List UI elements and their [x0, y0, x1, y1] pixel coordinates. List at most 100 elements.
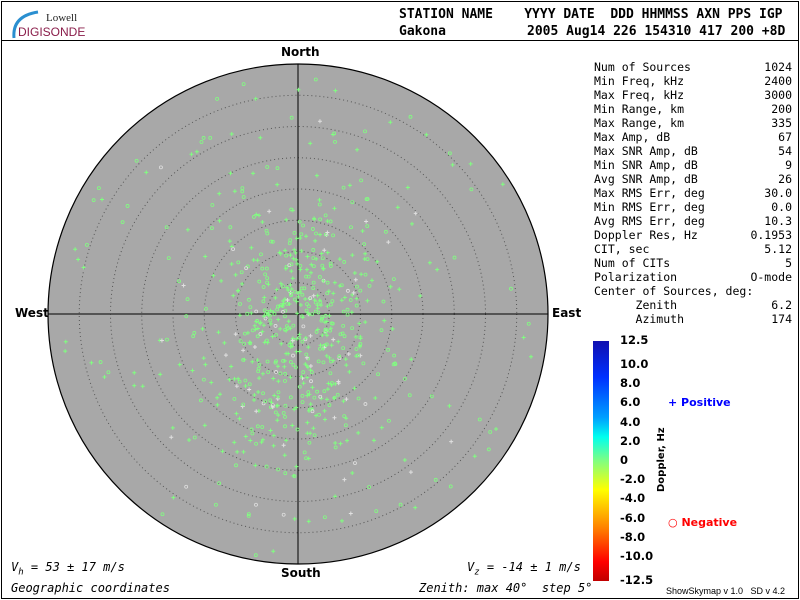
source-point-positive: [229, 131, 234, 136]
source-point-positive: [294, 299, 299, 304]
source-point-negative: [365, 224, 370, 229]
source-point-negative: [354, 347, 359, 351]
source-point-negative: [268, 398, 273, 403]
source-point-positive: [253, 327, 258, 332]
source-point-positive: [144, 170, 149, 175]
source-point-negative: [243, 378, 248, 383]
source-point-negative: [293, 289, 297, 294]
source-point-positive: [329, 382, 334, 387]
source-point-negative: [288, 360, 293, 364]
source-point-positive: [325, 250, 330, 255]
source-point-negative: [340, 331, 345, 336]
source-point-negative: [242, 341, 247, 346]
source-point-negative: [248, 305, 253, 310]
source-point-positive: [343, 357, 348, 362]
source-point-positive: [305, 393, 310, 398]
source-point-negative: [274, 333, 278, 337]
source-point-positive: [305, 375, 310, 380]
source-point-negative: [254, 502, 258, 507]
source-point-positive: [521, 335, 526, 340]
source-point-positive: [317, 197, 322, 202]
source-point-negative: [201, 377, 206, 382]
source-point-negative: [447, 151, 452, 156]
source-point-negative: [263, 316, 268, 321]
source-point-positive: [237, 313, 242, 318]
source-point-positive: [327, 355, 332, 360]
source-point-negative: [488, 430, 493, 434]
source-point-negative: [393, 361, 397, 366]
source-point-positive: [287, 301, 292, 306]
source-point-positive: [255, 258, 260, 263]
source-point-negative: [231, 247, 235, 252]
source-point-negative: [261, 299, 266, 304]
source-point-positive: [290, 338, 295, 343]
source-point-positive: [253, 96, 258, 101]
source-point-positive: [278, 251, 283, 256]
source-point-positive: [132, 383, 137, 388]
source-point-positive: [322, 417, 327, 422]
source-point-positive: [209, 380, 214, 385]
source-point-negative: [327, 403, 332, 407]
source-point-positive: [295, 261, 300, 266]
source-point-negative: [328, 328, 332, 333]
stat-row: Min Freq, kHz 2400: [594, 74, 792, 88]
source-point-positive: [311, 426, 316, 431]
source-point-positive: [253, 463, 258, 468]
stat-label: Avg RMS Err, deg: [594, 214, 705, 228]
source-point-positive: [271, 433, 276, 438]
statistics-panel: Num of Sources 1024 Min Freq, kHz 2400 Max F…: [594, 60, 792, 326]
source-point-negative: [253, 553, 258, 558]
source-point-positive: [249, 311, 254, 316]
source-point-positive: [291, 256, 296, 261]
source-point-negative: [356, 353, 360, 358]
source-point-positive: [282, 364, 287, 369]
source-point-positive: [304, 363, 309, 368]
source-point-negative: [264, 266, 269, 271]
source-point-negative: [304, 352, 309, 357]
source-point-positive: [271, 549, 276, 554]
source-point-positive: [268, 428, 273, 433]
source-point-positive: [159, 338, 164, 343]
source-point-positive: [279, 341, 284, 346]
source-point-negative: [291, 353, 295, 358]
source-point-negative: [323, 213, 328, 218]
source-point-positive: [324, 353, 329, 358]
source-point-positive: [337, 257, 342, 262]
source-point-positive: [500, 182, 505, 187]
source-point-negative: [203, 306, 208, 311]
source-point-negative: [260, 266, 265, 271]
source-point-positive: [308, 364, 313, 369]
source-point-negative: [238, 339, 243, 344]
source-point-positive: [357, 321, 362, 326]
source-point-positive: [363, 320, 368, 325]
source-point-positive: [227, 239, 232, 244]
source-point-positive: [265, 340, 270, 345]
source-point-positive: [375, 259, 380, 264]
header-divider: [1, 40, 798, 41]
stat-value: 26: [778, 172, 792, 186]
source-point-positive: [203, 254, 208, 259]
source-point-negative: [255, 424, 260, 429]
source-point-negative: [125, 204, 130, 208]
source-point-negative: [265, 359, 270, 364]
source-point-positive: [262, 295, 267, 300]
source-point-negative: [192, 331, 197, 335]
vz-value: = -14 ± 1 m/s: [486, 560, 581, 574]
source-point-negative: [367, 283, 372, 288]
legend-positive-label: Positive: [681, 396, 731, 409]
source-point-negative: [259, 252, 263, 257]
source-point-negative: [318, 394, 323, 399]
source-point-positive: [284, 351, 289, 356]
source-point-negative: [306, 274, 311, 279]
source-point-negative: [328, 264, 333, 268]
station-name: Gakona: [399, 24, 446, 39]
source-point-positive: [229, 364, 234, 369]
source-point-negative: [134, 158, 139, 163]
source-point-negative: [292, 474, 297, 479]
source-point-negative: [314, 330, 319, 334]
source-point-negative: [346, 288, 350, 293]
source-point-negative: [201, 136, 206, 140]
source-point-negative: [260, 425, 265, 429]
source-point-negative: [289, 207, 294, 212]
source-point-positive: [241, 348, 246, 353]
